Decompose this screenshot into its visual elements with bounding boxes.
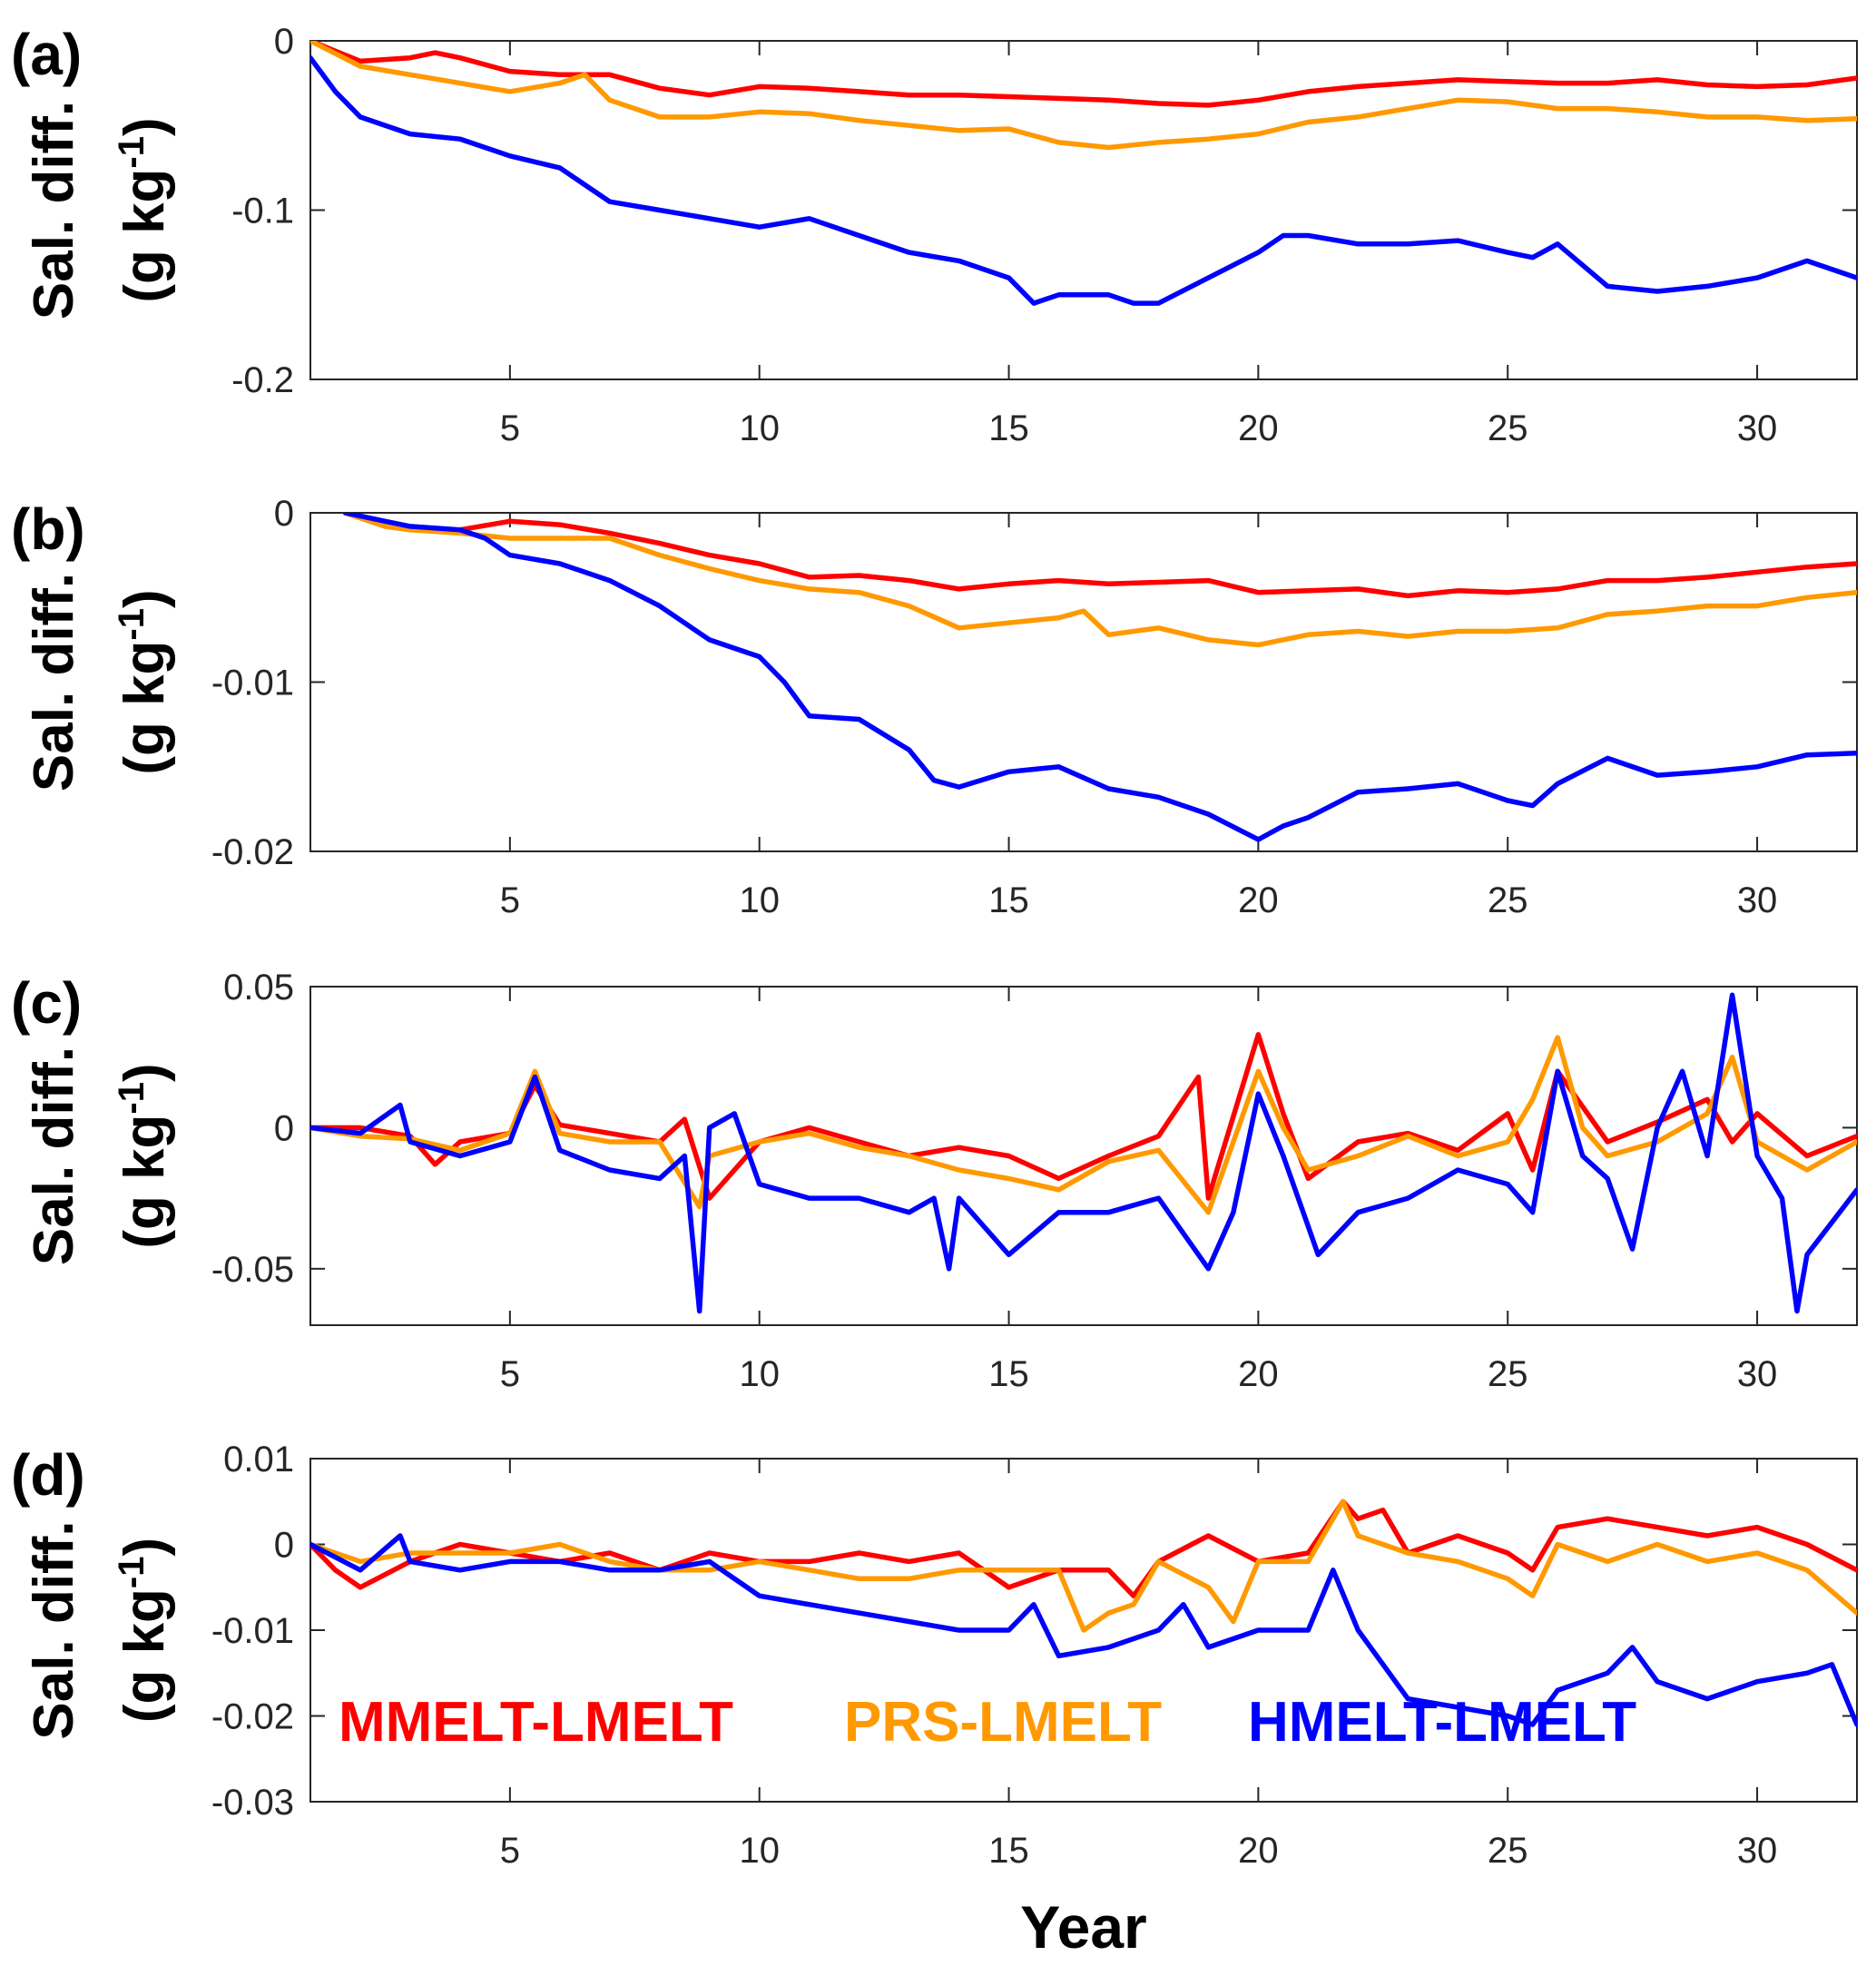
x-tick-label: 20: [1238, 1831, 1279, 1871]
y-tick-label: 0.01: [223, 1440, 294, 1479]
x-tick-label: 10: [739, 408, 780, 448]
y-tick-label: 0: [274, 22, 294, 62]
series-line-hmelt-lmelt: [310, 54, 1857, 306]
panel-a: 5 10 15 20 25 30 0 -0.1 -0.2 (a) Sal. diff. (g kg-1…: [11, 22, 1858, 448]
x-tick-label: 15: [988, 880, 1029, 920]
x-tick-label: 20: [1238, 880, 1279, 920]
y-label-units: (g kg: [113, 1115, 176, 1249]
y-axis-label-line2: (g kg-1): [112, 117, 176, 302]
x-tick-label: 25: [1488, 880, 1528, 920]
y-axis-label-line1: Sal. diff.: [23, 101, 85, 319]
series-line-prs-lmelt: [342, 513, 1857, 648]
legend-hmelt-lmelt: HMELT-LMELT: [1248, 1691, 1636, 1754]
y-tick-label: 0.05: [223, 968, 294, 1008]
series-line-mmelt-lmelt: [310, 41, 1857, 108]
panel-label: (b): [11, 496, 85, 562]
y-label-close: ): [113, 1538, 176, 1557]
y-axis-label-line2: (g kg-1): [112, 589, 176, 774]
x-tick-label: 20: [1238, 408, 1279, 448]
series-line-prs-lmelt: [310, 1035, 1857, 1215]
y-label-exponent: -1: [112, 1556, 152, 1588]
x-tick-label: 15: [988, 1354, 1029, 1394]
y-label-exponent: -1: [112, 136, 152, 169]
series-line-hmelt-lmelt: [310, 992, 1857, 1314]
y-tick-label: 0: [274, 1526, 294, 1566]
panel-label: (a): [11, 22, 82, 87]
y-label-close: ): [113, 117, 176, 136]
y-label-units: (g kg: [113, 1588, 176, 1723]
panel-label: (c): [11, 970, 82, 1036]
y-tick-label: -0.02: [211, 1697, 294, 1737]
x-tick-label: 5: [500, 1354, 520, 1394]
y-tick-label: -0.01: [211, 664, 294, 703]
y-label-exponent: -1: [112, 608, 152, 641]
y-axis-label-line1: Sal. diff.: [23, 1520, 85, 1739]
series-line-prs-lmelt: [310, 41, 1857, 151]
series-line-prs-lmelt: [310, 1499, 1857, 1633]
y-tick-label: -0.02: [211, 832, 294, 872]
y-tick-label: -0.03: [211, 1783, 294, 1823]
y-axis-label-line2: (g kg-1): [112, 1063, 176, 1248]
y-tick-label: -0.1: [231, 192, 294, 231]
y-axis-label-line2: (g kg-1): [112, 1538, 176, 1723]
y-axis-label-line1: Sal. diff.: [23, 573, 85, 791]
x-tick-label: 10: [739, 1354, 780, 1394]
panel-b: 5 10 15 20 25 30 0 -0.01 -0.02 (b) Sal. diff. (g kg…: [11, 494, 1858, 920]
y-tick-label: 0: [274, 494, 294, 534]
panel-label: (d): [11, 1442, 85, 1508]
axes-box: [309, 40, 1858, 380]
x-tick-label: 5: [500, 1831, 520, 1871]
x-tick-label: 10: [739, 1831, 780, 1871]
x-tick-label: 5: [500, 408, 520, 448]
y-tick-label: -0.01: [211, 1611, 294, 1651]
series-line-mmelt-lmelt: [342, 513, 1857, 599]
x-tick-label: 25: [1488, 1354, 1528, 1394]
x-tick-label: 15: [988, 1831, 1029, 1871]
x-axis-label: Year: [1020, 1893, 1146, 1961]
x-tick-label: 25: [1488, 1831, 1528, 1871]
y-label-close: ): [113, 589, 176, 608]
panel-d: 5 10 15 20 25 30 0.01 0 -0.01 -0.02 -0.03 (d) Sal. d…: [11, 1440, 1858, 1961]
y-tick-label: 0: [274, 1108, 294, 1148]
x-tick-label: 30: [1737, 1354, 1778, 1394]
panel-c: 5 10 15 20 25 30 0.05 0 -0.05 (c) Sal. diff. (g kg-…: [11, 968, 1858, 1394]
series-line-hmelt-lmelt: [310, 1533, 1857, 1727]
series-line-hmelt-lmelt: [342, 513, 1857, 842]
y-tick-label: -0.05: [211, 1250, 294, 1290]
y-label-units: (g kg: [113, 641, 176, 775]
x-tick-label: 30: [1737, 1831, 1778, 1871]
legend-mmelt-lmelt: MMELT-LMELT: [339, 1691, 733, 1754]
y-label-units: (g kg: [113, 169, 176, 303]
axes-box: [309, 512, 1858, 852]
x-tick-label: 20: [1238, 1354, 1279, 1394]
y-axis-label-line1: Sal. diff.: [23, 1047, 85, 1265]
x-tick-label: 30: [1737, 880, 1778, 920]
y-tick-label: -0.2: [231, 360, 294, 400]
x-tick-label: 10: [739, 880, 780, 920]
x-tick-label: 25: [1488, 408, 1528, 448]
y-label-exponent: -1: [112, 1082, 152, 1115]
y-label-close: ): [113, 1063, 176, 1082]
x-tick-label: 30: [1737, 408, 1778, 448]
legend-prs-lmelt: PRS-LMELT: [844, 1691, 1162, 1754]
x-tick-label: 5: [500, 880, 520, 920]
axes-box: [309, 986, 1858, 1326]
x-tick-label: 15: [988, 408, 1029, 448]
